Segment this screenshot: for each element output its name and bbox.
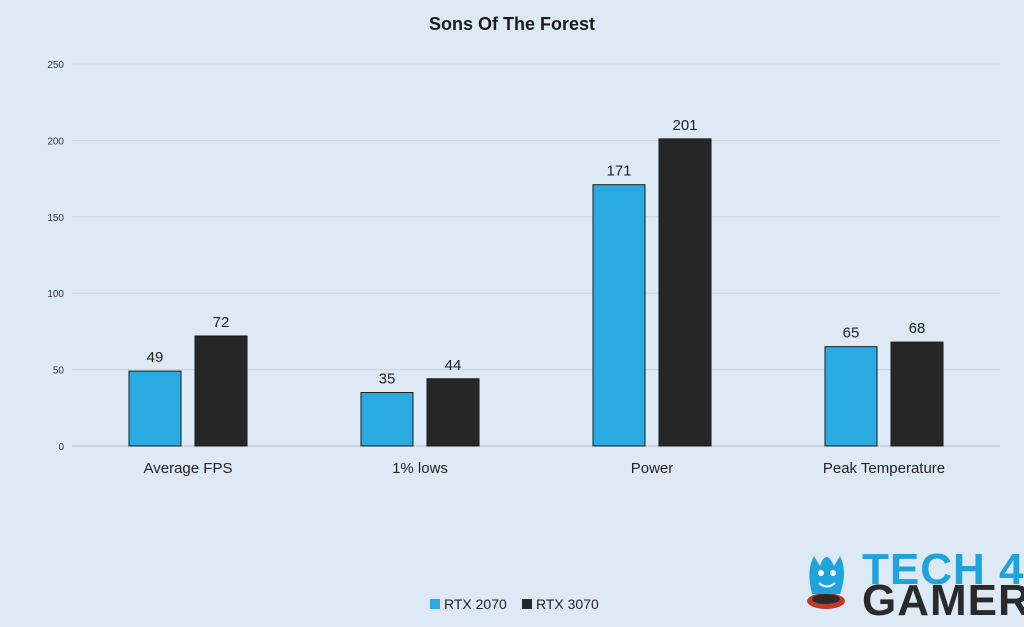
watermark-line-1: TECH 4 [862,545,1024,594]
legend: RTX 2070 RTX 3070 [430,596,599,612]
legend-label-rtx-3070: RTX 3070 [536,596,599,612]
data-label: 72 [213,314,230,331]
bar [426,378,480,447]
legend-swatch-rtx-2070 [430,599,440,609]
y-tick-label: 0 [58,442,64,453]
bar [890,341,944,447]
x-tick-label: Average FPS [144,460,233,477]
data-label: 49 [147,349,164,366]
data-labels: 49 72 35 44 171 201 65 68 [147,117,926,388]
data-label: 171 [606,163,631,180]
y-tick-label: 200 [47,136,64,147]
bar [194,335,248,447]
brand-watermark: TECH 4 GAMERS [807,545,1024,625]
legend-label-rtx-2070: RTX 2070 [444,596,507,612]
y-tick-label: 100 [47,289,64,300]
y-tick-label: 250 [47,60,64,71]
data-label: 44 [445,357,462,374]
x-tick-label: Power [631,460,674,477]
bar [658,138,712,447]
bar [824,346,878,447]
bars [128,138,944,447]
data-label: 68 [909,320,926,337]
x-axis-ticks: Average FPS 1% lows Power Peak Temperatu… [144,460,946,477]
data-label: 35 [379,371,396,388]
chart-title: Sons Of The Forest [429,14,595,34]
x-tick-label: Peak Temperature [823,460,945,477]
mascot-icon [807,556,845,609]
watermark-line-2: GAMERS [862,576,1024,625]
y-tick-label: 150 [47,213,64,224]
y-tick-label: 50 [53,366,65,377]
bar [592,184,646,447]
data-label: 65 [843,325,860,342]
y-axis-ticks: 0 50 100 150 200 250 [47,60,64,453]
data-label: 201 [672,117,697,134]
legend-swatch-rtx-3070 [522,599,532,609]
bar [128,370,182,447]
bar [360,392,414,447]
x-tick-label: 1% lows [392,460,448,477]
